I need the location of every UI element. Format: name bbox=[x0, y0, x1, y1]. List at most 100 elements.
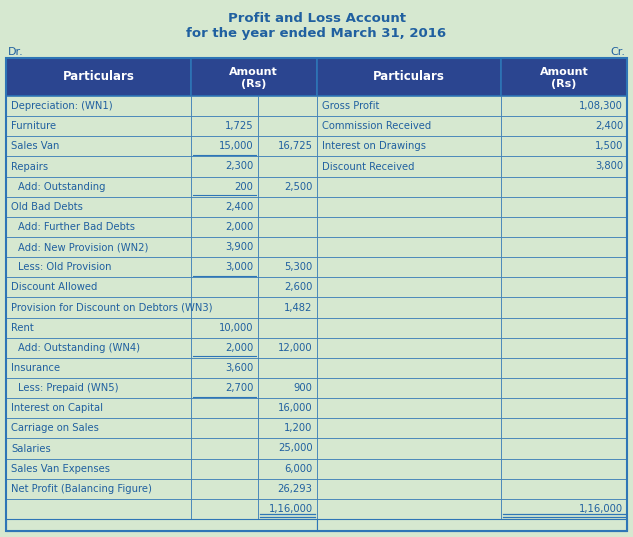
Bar bbox=[258, 257, 316, 277]
Bar bbox=[258, 136, 316, 156]
Text: for the year ended March 31, 2016: for the year ended March 31, 2016 bbox=[187, 27, 446, 40]
Bar bbox=[316, 418, 501, 438]
Text: Old Bad Debts: Old Bad Debts bbox=[11, 202, 83, 212]
Text: (Rs): (Rs) bbox=[551, 79, 577, 89]
Bar bbox=[6, 237, 191, 257]
Text: 2,400: 2,400 bbox=[225, 202, 253, 212]
Bar bbox=[316, 459, 501, 478]
Bar bbox=[6, 478, 191, 499]
Bar bbox=[501, 478, 627, 499]
Text: 1,08,300: 1,08,300 bbox=[579, 101, 623, 111]
Bar bbox=[191, 156, 258, 177]
Bar bbox=[501, 499, 627, 519]
Text: Less: Prepaid (WN5): Less: Prepaid (WN5) bbox=[18, 383, 118, 393]
Bar bbox=[316, 297, 501, 317]
Bar bbox=[6, 197, 191, 217]
Bar bbox=[6, 398, 191, 418]
Bar bbox=[191, 217, 258, 237]
Bar bbox=[501, 398, 627, 418]
Bar bbox=[316, 217, 501, 237]
Text: Commission Received: Commission Received bbox=[322, 121, 430, 131]
Bar bbox=[6, 338, 191, 358]
Bar bbox=[6, 499, 191, 519]
Text: 2,300: 2,300 bbox=[225, 162, 253, 171]
Text: 2,000: 2,000 bbox=[225, 222, 253, 232]
Text: 16,000: 16,000 bbox=[278, 403, 313, 413]
Bar bbox=[258, 317, 316, 338]
Bar bbox=[6, 58, 627, 531]
Text: Add: Further Bad Debts: Add: Further Bad Debts bbox=[18, 222, 135, 232]
Bar bbox=[316, 338, 501, 358]
Bar bbox=[6, 177, 191, 197]
Text: 1,200: 1,200 bbox=[284, 423, 313, 433]
Bar bbox=[191, 338, 258, 358]
Bar bbox=[191, 438, 258, 459]
Bar bbox=[258, 478, 316, 499]
Text: 25,000: 25,000 bbox=[278, 444, 313, 454]
Text: Insurance: Insurance bbox=[11, 363, 60, 373]
Bar bbox=[316, 519, 627, 531]
Bar bbox=[191, 317, 258, 338]
Bar bbox=[258, 217, 316, 237]
Bar bbox=[6, 96, 191, 116]
Bar bbox=[316, 358, 501, 378]
Bar bbox=[501, 136, 627, 156]
Bar bbox=[6, 217, 191, 237]
Bar bbox=[258, 197, 316, 217]
Bar bbox=[6, 277, 191, 297]
Bar bbox=[258, 237, 316, 257]
Bar bbox=[316, 58, 501, 96]
Text: Profit and Loss Account: Profit and Loss Account bbox=[227, 11, 406, 25]
Bar bbox=[6, 317, 191, 338]
Text: 1,725: 1,725 bbox=[225, 121, 253, 131]
Text: 1,16,000: 1,16,000 bbox=[579, 504, 623, 514]
Bar bbox=[191, 478, 258, 499]
Text: 1,16,000: 1,16,000 bbox=[268, 504, 313, 514]
Bar bbox=[6, 459, 191, 478]
Bar bbox=[501, 297, 627, 317]
Bar bbox=[501, 438, 627, 459]
Bar bbox=[258, 177, 316, 197]
Text: 3,900: 3,900 bbox=[225, 242, 253, 252]
Text: Depreciation: (WN1): Depreciation: (WN1) bbox=[11, 101, 113, 111]
Text: 5,300: 5,300 bbox=[284, 262, 313, 272]
Text: Add: Outstanding: Add: Outstanding bbox=[18, 182, 106, 192]
Text: 3,600: 3,600 bbox=[225, 363, 253, 373]
Text: (Rs): (Rs) bbox=[241, 79, 266, 89]
Bar bbox=[191, 297, 258, 317]
Text: 3,000: 3,000 bbox=[225, 262, 253, 272]
Text: Discount Allowed: Discount Allowed bbox=[11, 282, 97, 292]
Bar bbox=[501, 338, 627, 358]
Text: Rent: Rent bbox=[11, 323, 34, 332]
Bar bbox=[191, 237, 258, 257]
Text: 6,000: 6,000 bbox=[284, 463, 313, 474]
Text: Repairs: Repairs bbox=[11, 162, 48, 171]
Bar bbox=[6, 519, 316, 531]
Text: Net Profit (Balancing Figure): Net Profit (Balancing Figure) bbox=[11, 484, 152, 494]
Text: 15,000: 15,000 bbox=[219, 141, 253, 151]
Bar bbox=[316, 398, 501, 418]
Text: Discount Received: Discount Received bbox=[322, 162, 414, 171]
Bar bbox=[191, 459, 258, 478]
Bar bbox=[501, 237, 627, 257]
Bar bbox=[258, 116, 316, 136]
Text: Interest on Capital: Interest on Capital bbox=[11, 403, 103, 413]
Text: Less: Old Provision: Less: Old Provision bbox=[18, 262, 111, 272]
Text: Interest on Drawings: Interest on Drawings bbox=[322, 141, 425, 151]
Bar bbox=[258, 156, 316, 177]
Text: 200: 200 bbox=[235, 182, 253, 192]
Bar bbox=[191, 358, 258, 378]
Bar bbox=[258, 499, 316, 519]
Bar bbox=[258, 398, 316, 418]
Bar bbox=[258, 338, 316, 358]
Text: 900: 900 bbox=[294, 383, 313, 393]
Bar bbox=[258, 378, 316, 398]
Bar bbox=[501, 217, 627, 237]
Bar bbox=[191, 277, 258, 297]
Bar bbox=[316, 156, 501, 177]
Text: 2,600: 2,600 bbox=[284, 282, 313, 292]
Bar bbox=[191, 96, 258, 116]
Bar bbox=[6, 58, 191, 96]
Text: Particulars: Particulars bbox=[63, 70, 134, 83]
Bar bbox=[191, 418, 258, 438]
